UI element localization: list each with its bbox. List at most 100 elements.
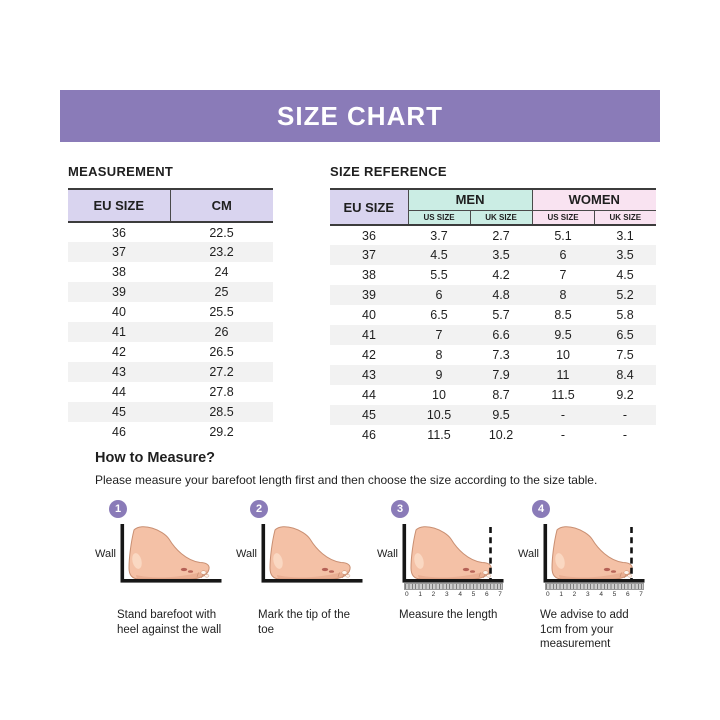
table-row: 37 4.5 3.5 6 3.5: [330, 245, 657, 265]
size-reference-title: SIZE REFERENCE: [330, 164, 447, 179]
foot-shape: [410, 526, 492, 580]
table-row: 41 26: [68, 322, 273, 342]
wall-label: Wall: [95, 548, 116, 560]
table-cell: 2.7: [492, 228, 510, 243]
table-cell: 36: [362, 228, 376, 243]
toenail: [627, 574, 633, 578]
foot-shape: [551, 526, 633, 580]
table-cell: 11.5: [427, 428, 451, 442]
table-row: 46 29.2: [68, 422, 273, 442]
table-cell: 45: [330, 405, 408, 425]
wall-line: [543, 524, 548, 582]
table-cell: 37: [330, 245, 408, 265]
table-cell: 8: [532, 285, 595, 305]
ruler: 0 1 2 3 4 5 6 7: [545, 583, 644, 598]
toe-mark: [603, 567, 611, 572]
table-cell: 42: [362, 348, 376, 362]
toe-lines: [619, 572, 627, 579]
table-cell: 39: [68, 282, 170, 302]
col-header-men-uk: UK SIZE: [469, 210, 533, 226]
how-to-measure-description: Please measure your barefoot length firs…: [95, 473, 598, 487]
measurement-section: MEASUREMENT EU SIZE CM 36 22.5 37 23.2 38 24 3…: [68, 164, 273, 442]
table-cell: 10.2: [488, 428, 514, 442]
toe-mark: [321, 567, 329, 572]
table-cell: 41: [330, 325, 408, 345]
table-cell: 29.2: [209, 425, 234, 439]
sole-shading: [277, 570, 349, 579]
floor-line: [543, 579, 645, 583]
ruler-number: 4: [458, 591, 462, 598]
ruler-number: 5: [612, 591, 617, 598]
table-cell: 3.5: [470, 245, 533, 265]
col-header-cm: CM: [169, 188, 273, 223]
table-row: 44 27.8: [68, 382, 273, 402]
table-row: 45 10.5 9.5- -: [330, 405, 657, 425]
table-cell: 26.5: [209, 345, 234, 359]
table-cell: 26: [170, 322, 273, 342]
ruler-number: 1: [418, 591, 422, 598]
table-cell: 39: [330, 285, 408, 305]
table-cell: 43: [330, 365, 408, 385]
table-cell: 4.5: [408, 245, 470, 265]
ruler-number: 7: [498, 591, 502, 598]
col-header-men-us: US SIZE: [407, 210, 470, 226]
sole-shading: [136, 570, 208, 579]
table-cell: 10: [556, 348, 570, 362]
table-cell: 46: [362, 428, 376, 442]
col-group-women: WOMEN: [531, 188, 657, 211]
step-caption: We advise to add 1cm from your measureme…: [540, 609, 629, 651]
table-cell: 4.8: [470, 285, 533, 305]
step-diagram: Wall 0 1 2 3 4 5 6 7: [377, 522, 507, 600]
toenail: [623, 570, 630, 575]
table-row: 44 10 8.7 11.5 9.2: [330, 385, 656, 405]
table-row: 38 5.5 4.2 7 4.5: [330, 265, 656, 285]
measurement-table: EU SIZE CM 36 22.5 37 23.2 38 24 39 25 40 25.5 41 2…: [68, 188, 273, 442]
table-row: 41 7 6.6 9.5 6.5: [330, 325, 657, 345]
toe-mark: [610, 570, 617, 573]
foot-wall-illustration: [261, 524, 363, 583]
ruler-numbers: 0 1 2 3 4 5 6 7: [404, 590, 503, 598]
table-cell: 40: [362, 308, 376, 322]
measure-step: 3 Wall 0 1 2 3 4 5 6 7: [377, 500, 507, 652]
table-cell: 5.7: [492, 308, 510, 322]
table-cell: 25: [170, 282, 273, 302]
ruler-number: 3: [585, 591, 590, 598]
table-cell: 8.7: [492, 388, 510, 402]
toenail: [341, 570, 348, 575]
step-number: 1: [114, 503, 122, 515]
toenail: [204, 574, 210, 578]
how-to-measure-heading: How to Measure?: [95, 450, 216, 466]
col-header-women-us: US SIZE: [531, 210, 595, 226]
table-cell: 27.2: [170, 362, 273, 382]
step-caption: Mark the tip of the toe: [258, 609, 351, 636]
table-cell: 5.8: [616, 308, 634, 322]
table-cell: 4.2: [492, 268, 510, 282]
ruler-number: 0: [405, 591, 409, 598]
table-cell: -: [560, 428, 566, 442]
table-cell: 7.5: [616, 348, 634, 362]
ruler-number: 6: [484, 591, 489, 598]
ruler: 0 1 2 3 4 5 6 7: [404, 583, 503, 598]
wall-line: [261, 524, 266, 582]
step-caption: Stand barefoot with heel against the wal…: [117, 609, 222, 636]
table-row: 39 6 4.8 8 5.2: [330, 285, 657, 305]
foot-wall-illustration: [402, 524, 504, 583]
step-number-badge: 2: [250, 500, 268, 518]
toe-mark: [187, 570, 194, 573]
table-row: 42 26.5: [68, 342, 273, 362]
measurement-table-body: 36 22.5 37 23.2 38 24 39 25 40 25.5 41 26 42 26.5 43 27…: [68, 222, 273, 442]
table-cell: 9.5: [470, 405, 533, 425]
toe-lines: [478, 572, 486, 579]
ruler-number: 0: [546, 591, 550, 598]
floor-line: [261, 579, 363, 583]
table-cell: 37: [68, 242, 170, 262]
toenail: [200, 570, 207, 575]
table-cell: 27.8: [209, 385, 234, 399]
size-reference-table-body: 36 3.7 2.7 5.1 3.1 37 4.5 3.5 6 3.5 38 5.5 4.2 7 4.5 39…: [330, 225, 657, 445]
ruler-band: [404, 583, 503, 590]
table-cell: 42: [112, 345, 126, 359]
table-cell: 6.5: [594, 325, 657, 345]
how-to-measure-section: How to Measure? Please measure your bare…: [95, 450, 655, 652]
table-cell: 38: [362, 268, 376, 282]
heel-highlight: [273, 553, 283, 569]
